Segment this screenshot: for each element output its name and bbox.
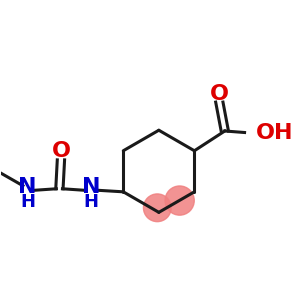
Circle shape	[143, 194, 171, 222]
Text: H: H	[84, 193, 99, 211]
Text: H: H	[20, 193, 35, 211]
Text: N: N	[18, 177, 37, 196]
Text: N: N	[82, 177, 100, 196]
Text: OH: OH	[256, 122, 294, 142]
Text: O: O	[210, 84, 229, 103]
Circle shape	[165, 186, 194, 215]
Text: O: O	[51, 141, 70, 161]
